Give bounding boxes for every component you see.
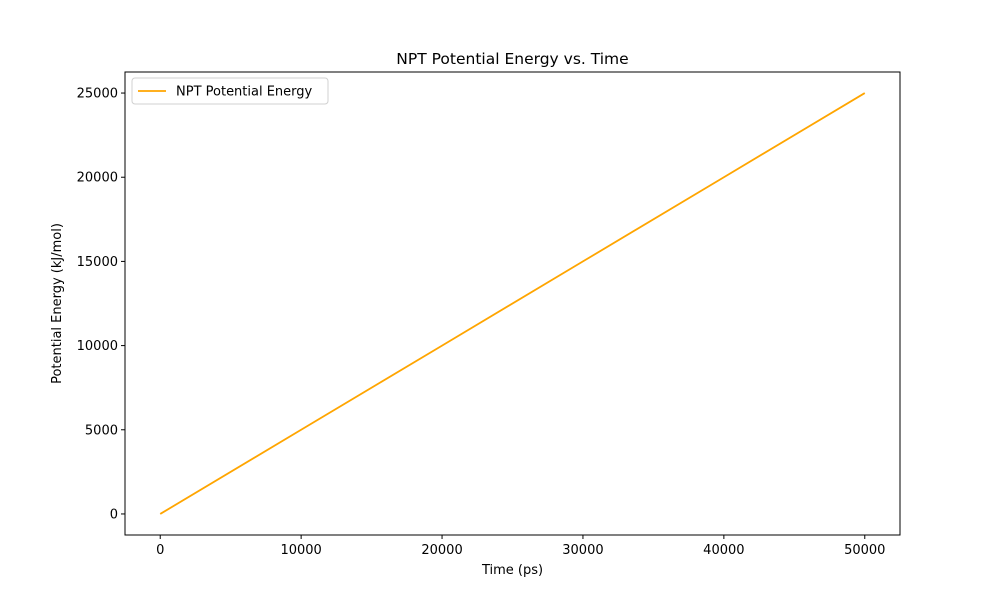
x-tick-label: 50000 [844,543,885,558]
legend-box [131,77,329,105]
plot-frame [124,71,901,536]
y-tick-label: 25000 [77,87,118,102]
y-tick-label: 5000 [85,423,118,438]
x-tick-label: 40000 [703,543,744,558]
x-tick-label: 30000 [562,543,603,558]
x-tick-label: 20000 [421,543,462,558]
x-axis: 0 10000 20000 30000 40000 50000 [156,535,885,558]
chart-title: NPT Potential Energy vs. Time [396,50,628,68]
y-tick-label: 15000 [77,255,118,270]
legend-label: NPT Potential Energy [176,85,313,100]
y-axis: 0 5000 10000 15000 20000 25000 [77,87,125,522]
series-line [159,92,866,515]
y-tick-label: 10000 [77,339,118,354]
x-tick-label: 0 [156,543,164,558]
y-axis-title: Potential Energy (kJ/mol) [50,223,65,384]
series-layer [159,92,866,515]
x-tick-label: 10000 [280,543,321,558]
x-axis-title: Time (ps) [481,563,543,578]
y-tick-label: 20000 [77,171,118,186]
y-tick-label: 0 [110,507,118,522]
legend: NPT Potential Energy [131,77,329,105]
